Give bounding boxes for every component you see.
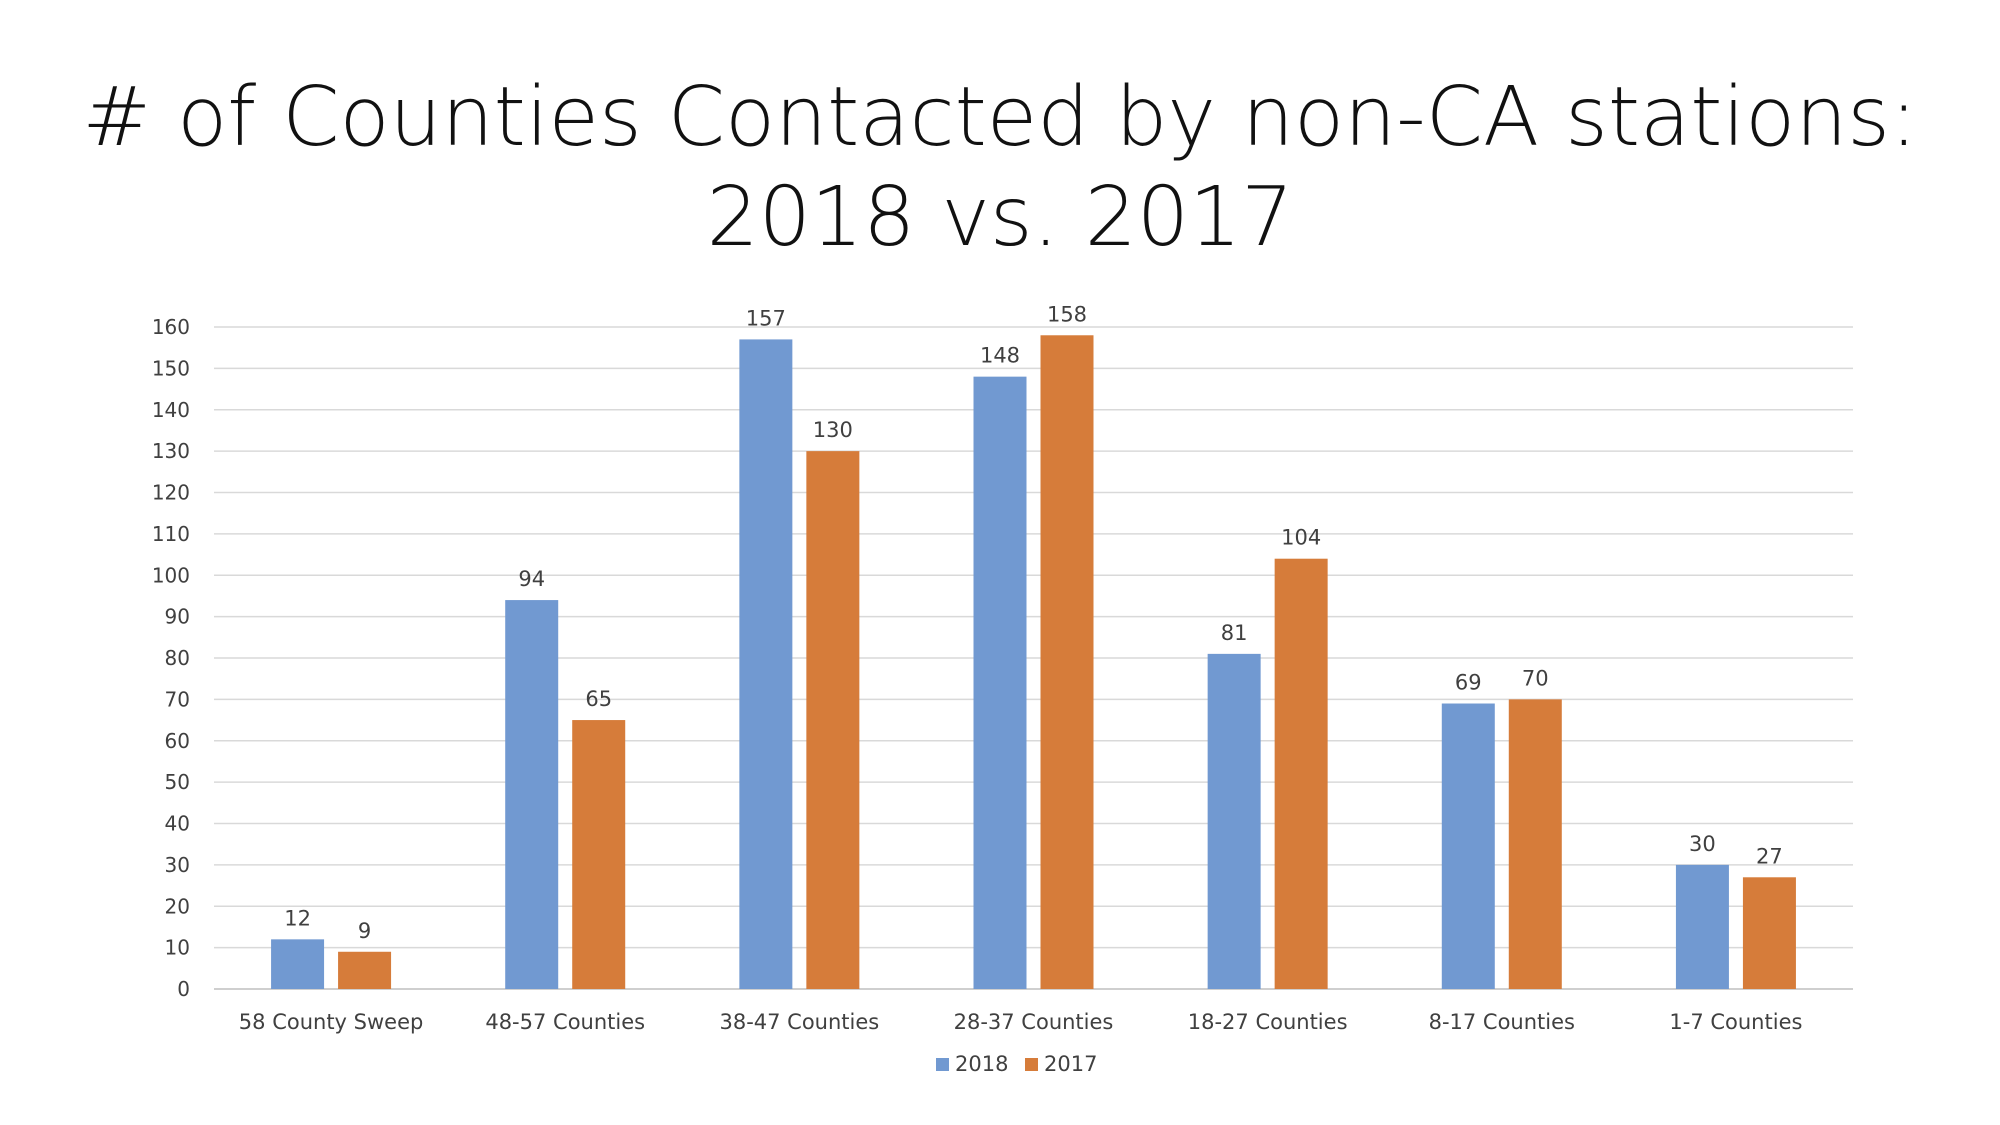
data-label-2017-3: 130 <box>813 418 853 442</box>
y-tick-label: 80 <box>165 646 190 670</box>
x-tick-label: 28-37 Counties <box>954 1010 1114 1034</box>
y-tick-label: 60 <box>165 729 190 753</box>
bar-2017-6 <box>1508 699 1562 989</box>
data-label-2018-5: 81 <box>1221 621 1248 645</box>
chart-title-line-2: 2018 vs. 2017 <box>706 170 1294 265</box>
bar-2018-3 <box>739 339 793 990</box>
data-label-2017-2: 65 <box>585 687 612 711</box>
data-label-2018-6: 69 <box>1455 671 1482 695</box>
y-tick-label: 130 <box>152 439 190 463</box>
y-tick-label: 40 <box>165 812 190 836</box>
y-tick-label: 50 <box>165 770 190 794</box>
bar-2018-7 <box>1675 864 1729 989</box>
x-tick-label: 58 County Sweep <box>239 1010 424 1034</box>
data-label-2018-7: 30 <box>1689 832 1716 856</box>
legend-swatch-2017 <box>1025 1058 1038 1071</box>
bar-2017-4 <box>1040 335 1094 989</box>
x-tick-label: 1-7 Counties <box>1669 1010 1802 1034</box>
y-tick-label: 90 <box>165 605 190 629</box>
legend-label-2018: 2018 <box>955 1052 1008 1076</box>
y-axis: 0 10 20 30 40 50 60 70 80 90 100 110 120 130 140 150 160 <box>152 315 190 1001</box>
gridlines <box>214 326 1853 990</box>
x-tick-label: 48-57 Counties <box>485 1010 645 1034</box>
bar-2018-6 <box>1441 703 1495 989</box>
bar-2017-5 <box>1274 558 1328 989</box>
data-label-2018-1: 12 <box>284 906 311 930</box>
bars <box>271 335 1796 990</box>
data-label-2017-5: 104 <box>1281 526 1321 550</box>
y-tick-label: 0 <box>177 977 190 1001</box>
y-tick-label: 10 <box>165 936 190 960</box>
y-tick-label: 150 <box>152 356 190 380</box>
bar-2017-2 <box>572 720 626 989</box>
legend: 2018 2017 <box>936 1052 1097 1076</box>
y-tick-label: 140 <box>152 398 190 422</box>
y-tick-label: 20 <box>165 894 190 918</box>
chart-title-line-1: # of Counties Contacted by non-CA statio… <box>82 70 1918 165</box>
y-tick-label: 120 <box>152 481 190 505</box>
legend-swatch-2018 <box>936 1058 949 1071</box>
chart-title: # of Counties Contacted by non-CA statio… <box>0 68 2000 268</box>
y-tick-label: 160 <box>152 315 190 339</box>
bar-2017-1 <box>338 951 392 989</box>
x-tick-label: 8-17 Counties <box>1429 1010 1575 1034</box>
bar-2018-2 <box>505 600 559 989</box>
data-label-2017-1: 9 <box>358 919 371 943</box>
legend-label-2017: 2017 <box>1044 1052 1097 1076</box>
data-label-2017-4: 158 <box>1047 302 1087 326</box>
data-label-2018-2: 94 <box>518 567 545 591</box>
y-tick-label: 70 <box>165 687 190 711</box>
bar-2018-1 <box>271 939 325 989</box>
data-label-2018-4: 148 <box>980 344 1020 368</box>
bar-2017-7 <box>1742 877 1796 989</box>
y-tick-label: 100 <box>152 563 190 587</box>
bar-2018-5 <box>1207 653 1261 989</box>
data-labels: 12 9 94 65 157 130 148 158 81 104 69 70 30 27 <box>284 302 1783 942</box>
data-label-2018-3: 157 <box>746 306 786 330</box>
y-tick-label: 30 <box>165 853 190 877</box>
x-tick-label: 18-27 Counties <box>1188 1010 1348 1034</box>
data-label-2017-7: 27 <box>1756 844 1783 868</box>
data-label-2017-6: 70 <box>1522 666 1549 690</box>
y-tick-label: 110 <box>152 522 190 546</box>
bar-2018-4 <box>973 376 1027 989</box>
bar-2017-3 <box>806 451 860 989</box>
x-axis: 58 County Sweep 48-57 Counties 38-47 Count… <box>239 1010 1803 1034</box>
x-tick-label: 38-47 Counties <box>719 1010 879 1034</box>
